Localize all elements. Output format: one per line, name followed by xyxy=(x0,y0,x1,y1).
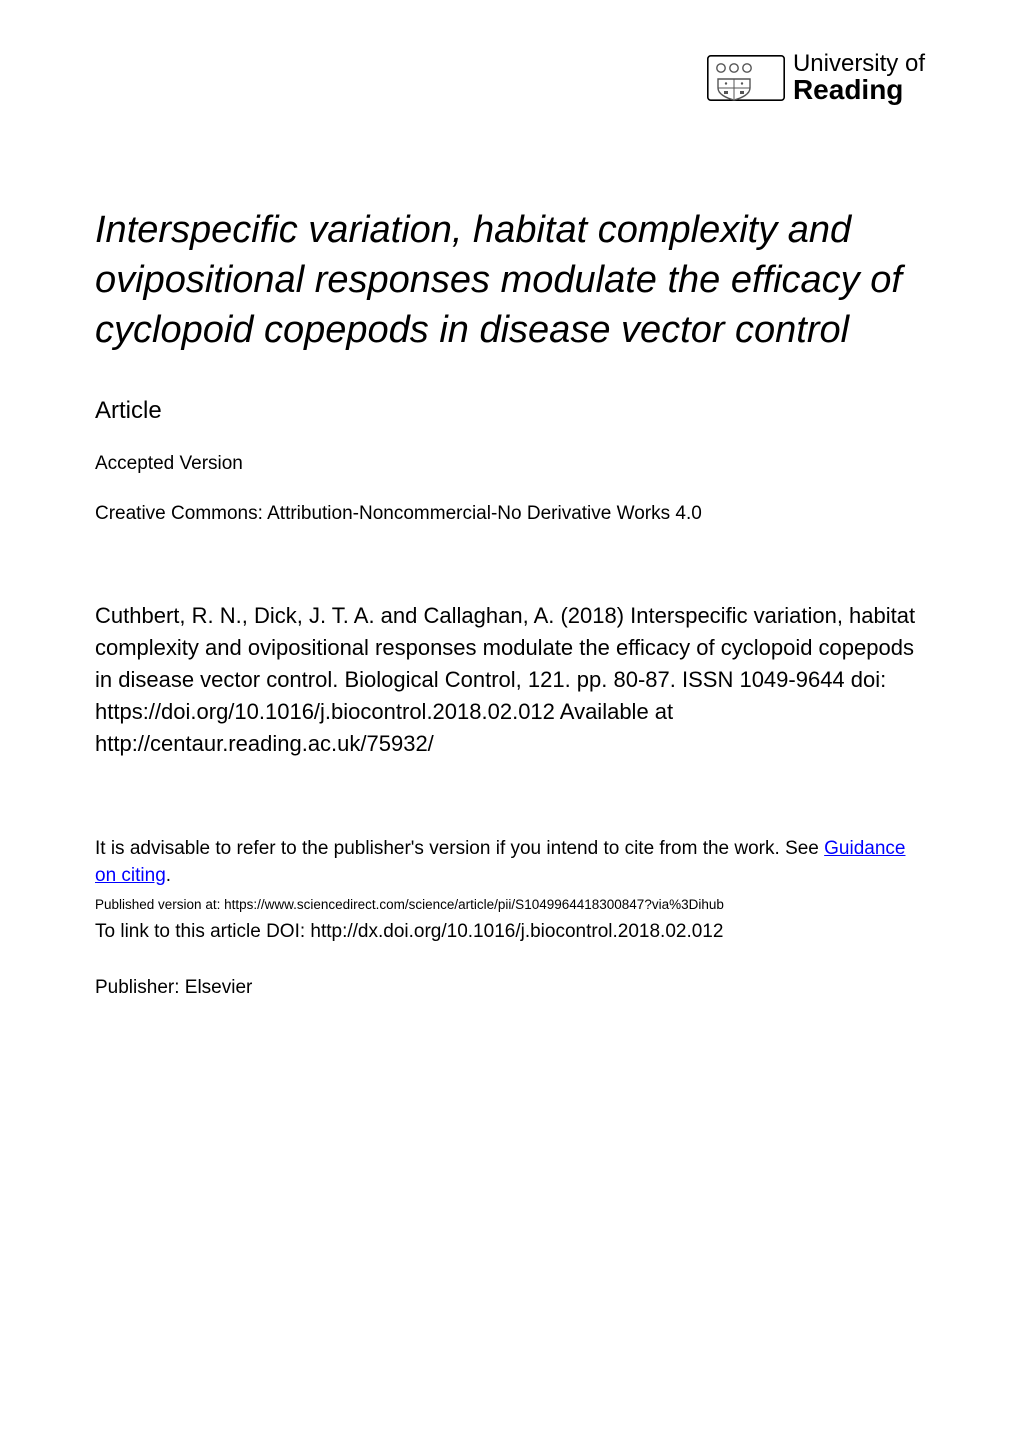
university-logo: University of Reading xyxy=(707,52,925,104)
logo-line2: Reading xyxy=(793,76,925,104)
document-title: Interspecific variation, habitat complex… xyxy=(95,205,925,355)
published-version-line: Published version at: https://www.scienc… xyxy=(95,896,925,914)
cover-page: University of Reading Interspecific vari… xyxy=(0,0,1020,1443)
university-logo-mark xyxy=(707,55,785,101)
version-label: Accepted Version xyxy=(95,453,925,475)
logo-line1: University of xyxy=(793,52,925,76)
advisory-suffix: . xyxy=(166,865,171,886)
university-logo-text: University of Reading xyxy=(793,52,925,104)
citation-text: Cuthbert, R. N., Dick, J. T. A. and Call… xyxy=(95,603,915,756)
published-version-label: Published version at: xyxy=(95,897,224,912)
doi-line: To link to this article DOI: http://dx.d… xyxy=(95,918,925,946)
advisory-prefix: It is advisable to refer to the publishe… xyxy=(95,838,824,859)
article-type-label: Article xyxy=(95,397,925,425)
advisory-text: It is advisable to refer to the publishe… xyxy=(95,835,925,890)
citation-block: Cuthbert, R. N., Dick, J. T. A. and Call… xyxy=(95,600,925,759)
license-text: Creative Commons: Attribution-Noncommerc… xyxy=(95,503,925,525)
published-version-url: https://www.sciencedirect.com/science/ar… xyxy=(224,897,724,912)
publisher-line: Publisher: Elsevier xyxy=(95,977,925,999)
